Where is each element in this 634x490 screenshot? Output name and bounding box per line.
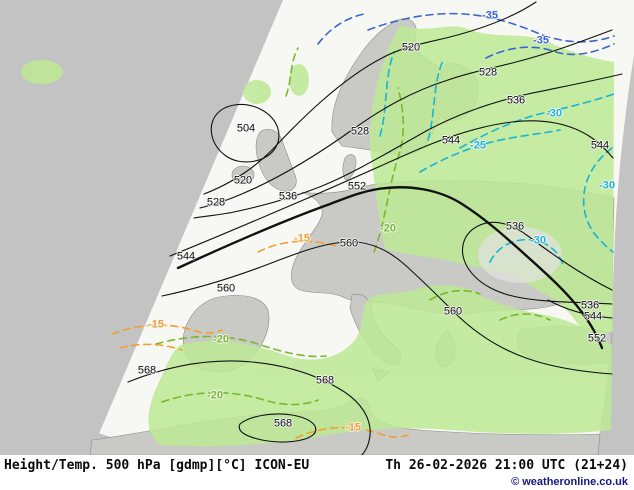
height-contour-552 (176, 186, 604, 350)
green-patch-norway-sea (289, 64, 309, 96)
height-contour-544 (169, 120, 614, 257)
footer-bar: Height/Temp. 500 hPa [gdmp][°C] ICON-EU … (0, 455, 634, 490)
height-contour-536-cutoff (462, 221, 613, 305)
land-britain (255, 128, 297, 192)
weather-map: 504 520 520 528 528 528 536 536 536 536 544 544 544 5… (0, 0, 634, 455)
footer-main-row: Height/Temp. 500 hPa [gdmp][°C] ICON-EU … (4, 458, 628, 473)
height-contour-544-east (547, 299, 613, 319)
green-patch-nw (243, 80, 271, 104)
temp-contours-minus30-25 (379, 51, 615, 269)
height-contour-568 (127, 360, 371, 455)
map-title: Height/Temp. 500 hPa [gdmp][°C] ICON-EU (4, 458, 310, 473)
map-graphic (0, 0, 634, 455)
height-contour-536 (193, 73, 623, 219)
temperature-contours (111, 12, 615, 439)
height-contour-504 (210, 103, 280, 163)
height-contour-520 (203, 1, 537, 195)
temp-contours-minus35 (317, 12, 615, 59)
copyright-text: © weatheronline.co.uk (511, 476, 628, 488)
map-datetime: Th 26-02-2026 21:00 UTC (21+24) (385, 458, 628, 473)
height-contour-568-closed (238, 413, 317, 443)
green-region-south (148, 285, 612, 447)
cutoff-low-clear-patch (478, 227, 562, 283)
height-contour-560 (161, 241, 613, 375)
height-contour-528 (199, 29, 613, 209)
height-contours (127, 1, 623, 455)
land-denmark (342, 154, 357, 181)
green-patch-iceland (21, 60, 63, 84)
